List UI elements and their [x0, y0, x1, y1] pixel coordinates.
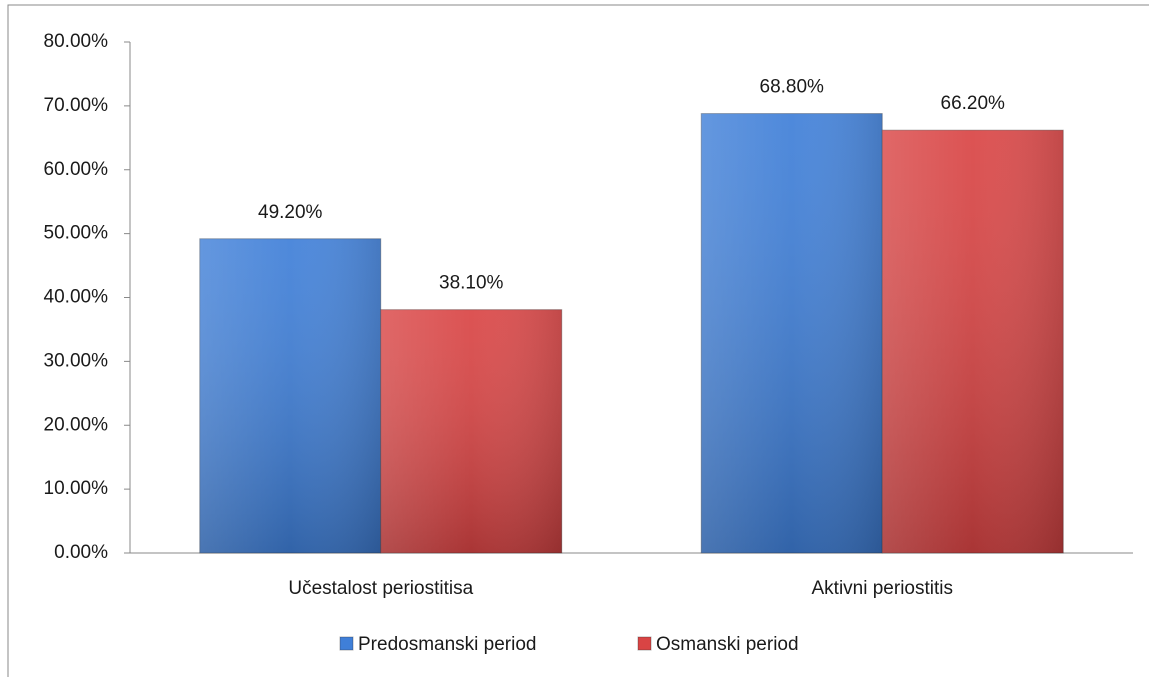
- y-tick-label: 50.00%: [44, 223, 109, 244]
- bar: [380, 309, 563, 554]
- data-label: 68.80%: [760, 77, 825, 98]
- legend-swatch: [637, 636, 652, 651]
- x-tick-label: Učestalost periostitisa: [288, 578, 473, 599]
- legend-label: Osmanski period: [656, 634, 799, 655]
- x-tick-label: Aktivni periostitis: [812, 578, 954, 599]
- legend-label: Predosmanski period: [358, 634, 536, 655]
- bar: [199, 238, 382, 554]
- chart-border: [7, 4, 1149, 677]
- data-label: 66.20%: [941, 93, 1006, 114]
- y-tick-label: 0.00%: [54, 542, 108, 563]
- data-label: 38.10%: [439, 273, 504, 294]
- y-tick-label: 20.00%: [44, 414, 109, 435]
- y-tick-label: 10.00%: [44, 478, 109, 499]
- y-tick-label: 80.00%: [44, 31, 109, 52]
- data-label: 49.20%: [258, 202, 323, 223]
- y-tick-label: 40.00%: [44, 287, 109, 308]
- y-tick-label: 70.00%: [44, 95, 109, 116]
- bar: [700, 113, 883, 554]
- y-tick-label: 30.00%: [44, 350, 109, 371]
- legend-swatch: [339, 636, 354, 651]
- y-tick-label: 60.00%: [44, 159, 109, 180]
- bar: [881, 129, 1064, 554]
